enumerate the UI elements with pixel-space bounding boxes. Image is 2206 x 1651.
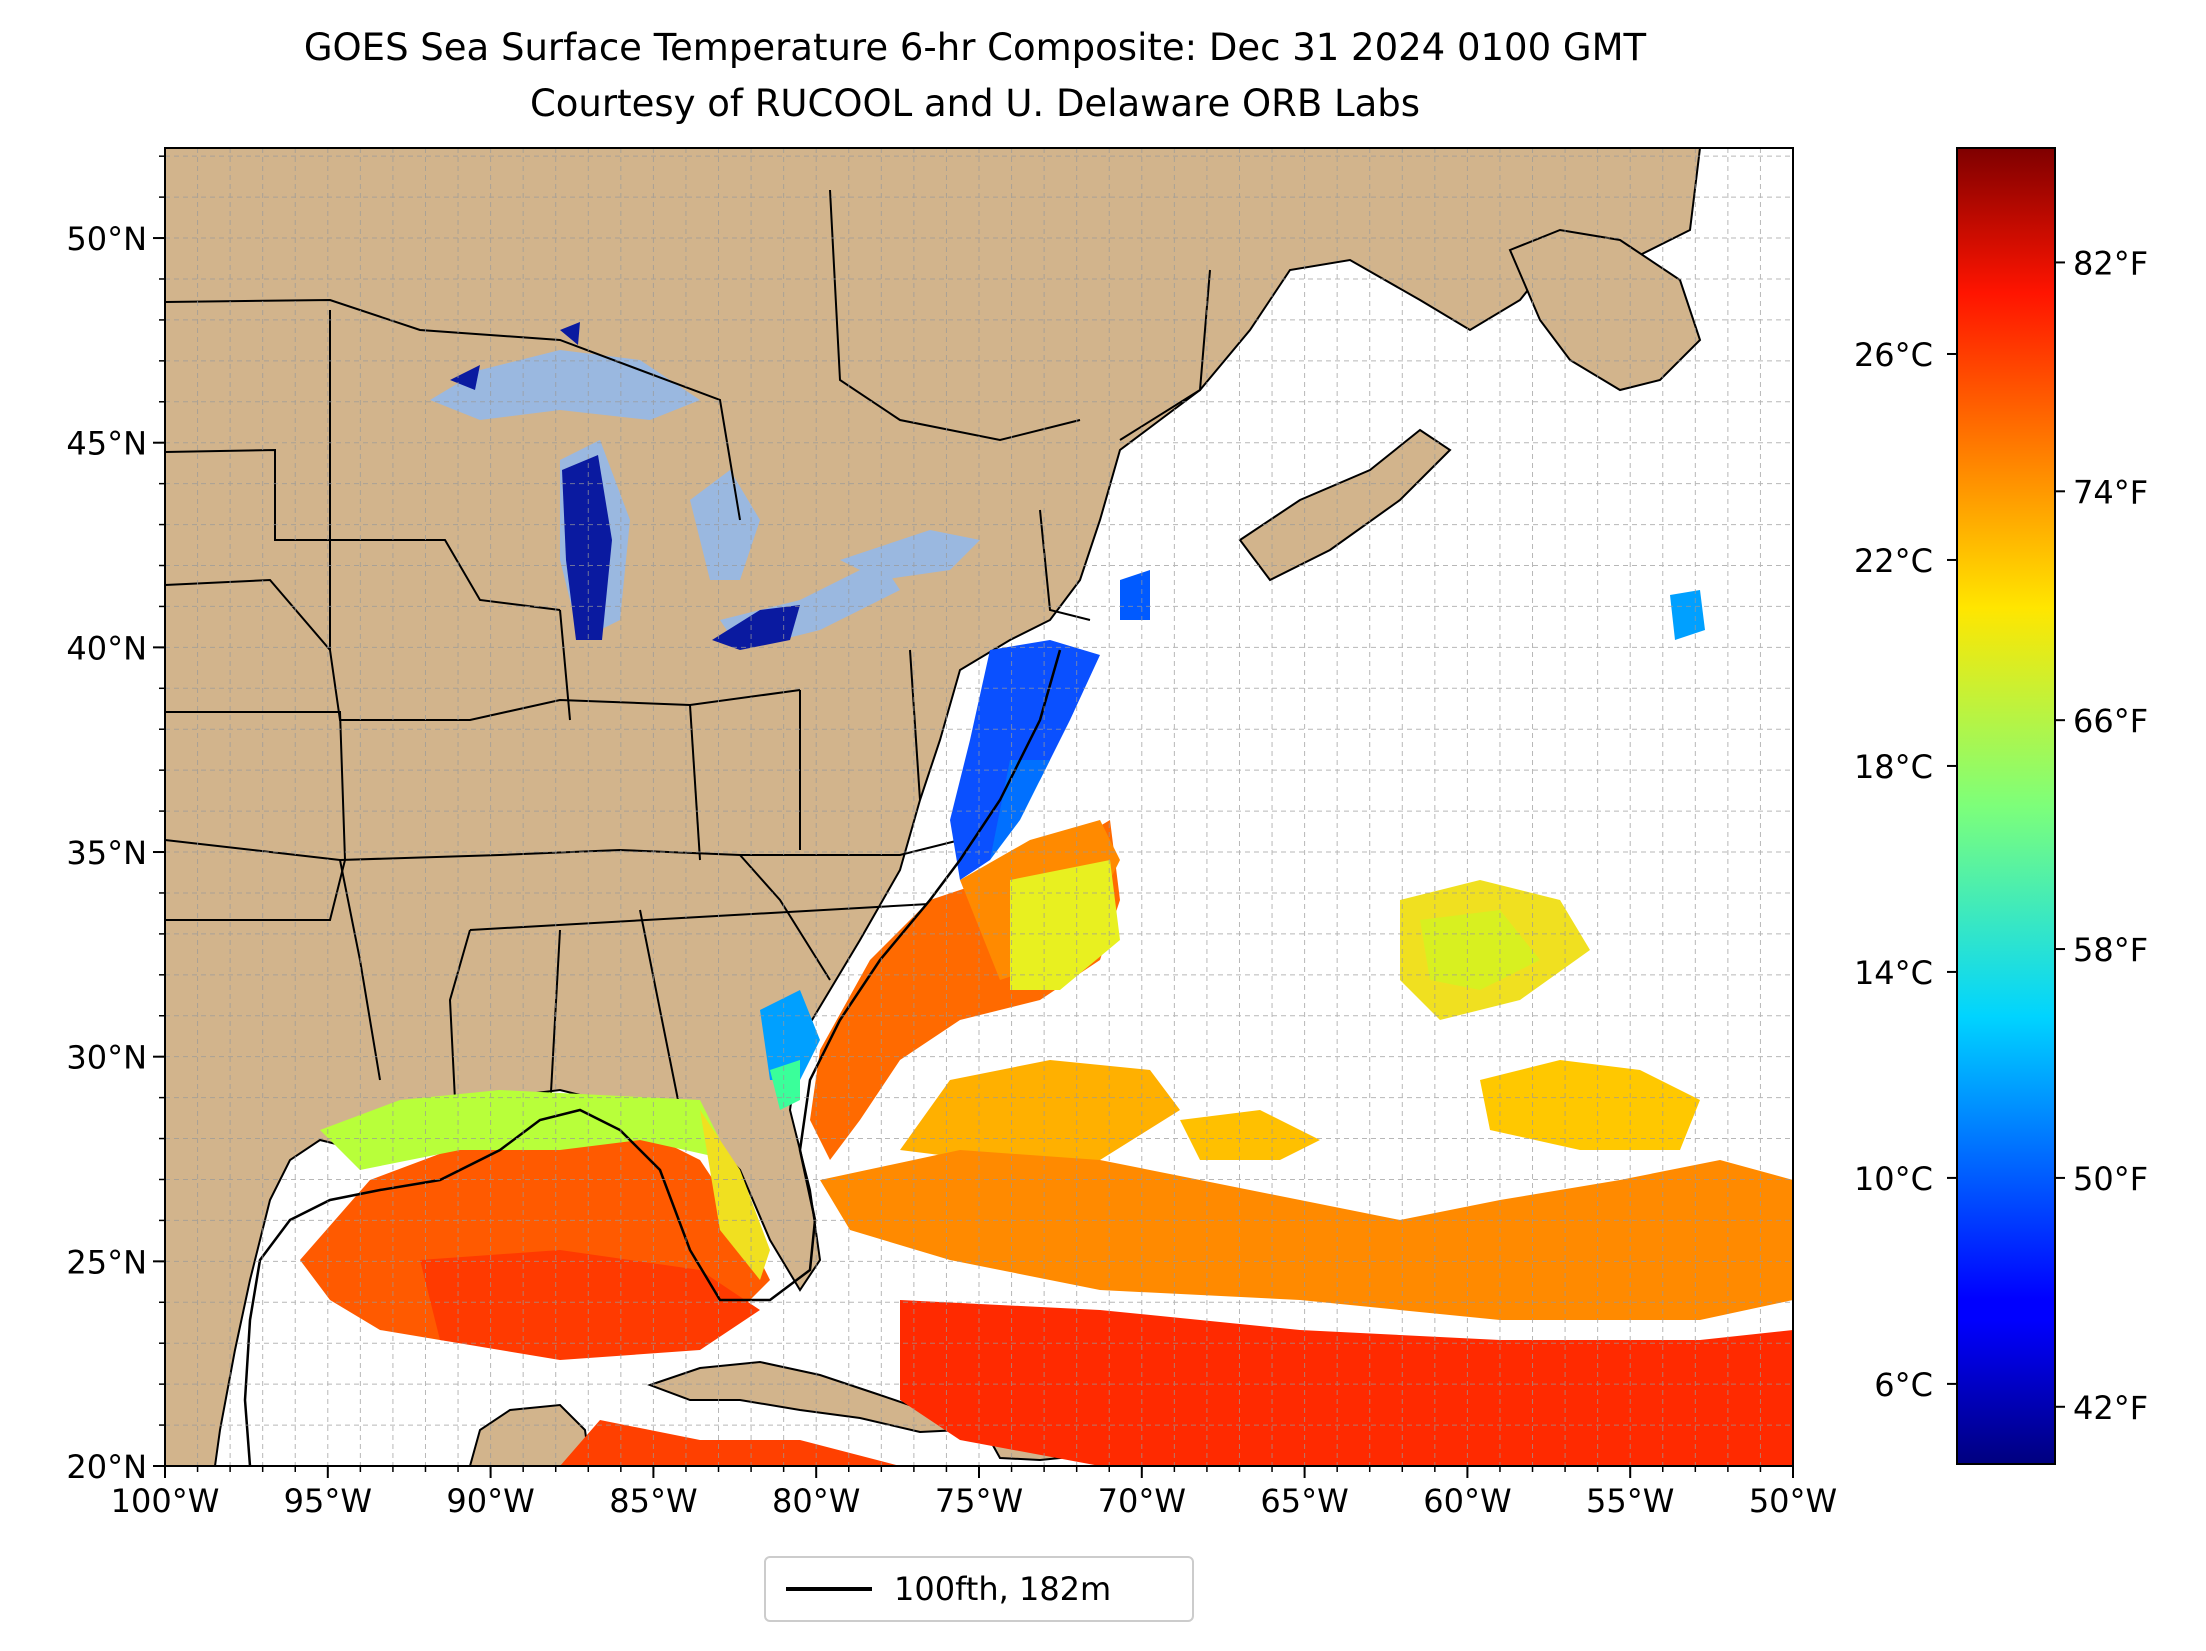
gridlines [165, 148, 1793, 1466]
colorbar-c-label: 14°C [1854, 954, 1933, 992]
lat-tick-label: 40°N [66, 629, 147, 667]
lon-tick-label: 90°W [446, 1482, 534, 1520]
lon-tick-label: 60°W [1423, 1482, 1511, 1520]
colorbar-f-label: 66°F [2073, 702, 2148, 740]
map-area [165, 148, 1793, 1466]
axis-ticks: 100°W 95°W 90°W 85°W 80°W 75°W 70°W 65°W 60°W 55°… [66, 155, 1837, 1520]
lon-tick-label: 55°W [1586, 1482, 1674, 1520]
cold-lakes [450, 322, 800, 650]
lon-tick-label: 100°W [111, 1482, 220, 1520]
colorbar-c-label: 26°C [1854, 336, 1933, 374]
yucatan-land [468, 1403, 592, 1466]
legend-line [786, 1587, 872, 1591]
lat-tick-label: 45°N [66, 425, 147, 463]
lat-tick-label: 50°N [66, 220, 147, 258]
lon-tick-label: 95°W [284, 1482, 372, 1520]
colorbar-c-label: 18°C [1854, 748, 1933, 786]
colorbar [1956, 147, 2056, 1465]
colorbar-c-label: 22°C [1854, 542, 1933, 580]
lat-tick-label: 30°N [66, 1039, 147, 1077]
lon-tick-label: 75°W [935, 1482, 1023, 1520]
legend: 100fth, 182m [764, 1556, 1194, 1622]
lat-tick-label: 20°N [66, 1448, 147, 1486]
colorbar-c-label: 10°C [1854, 1160, 1933, 1198]
colorbar-c-label: 6°C [1874, 1366, 1933, 1404]
lon-tick-label: 65°W [1260, 1482, 1348, 1520]
newfoundland-land [1508, 228, 1702, 392]
lat-tick-label: 35°N [66, 834, 147, 872]
nova-scotia-land [1238, 428, 1452, 582]
colorbar-f-label: 74°F [2073, 473, 2148, 511]
colorbar-f-label: 82°F [2073, 244, 2148, 282]
political-borders [165, 189, 1211, 1111]
legend-label: 100fth, 182m [894, 1570, 1112, 1608]
map-subtitle: Courtesy of RUCOOL and U. Delaware ORB L… [529, 82, 1421, 125]
lon-tick-label: 70°W [1098, 1482, 1186, 1520]
lat-tick-label: 25°N [66, 1243, 147, 1281]
colorbar-f-label: 42°F [2073, 1389, 2148, 1427]
isobath-100fth [243, 649, 1062, 1466]
colorbar-f-label: 58°F [2073, 931, 2148, 969]
colorbar-f-label: 50°F [2073, 1160, 2148, 1198]
lon-tick-label: 50°W [1749, 1482, 1837, 1520]
lon-tick-label: 80°W [772, 1482, 860, 1520]
lon-tick-label: 85°W [609, 1482, 697, 1520]
map-title: GOES Sea Surface Temperature 6-hr Compos… [303, 26, 1647, 69]
colorbar-ticks: 42°F 50°F 58°F 66°F 74°F 82°F 6°C 10°C 14°C 18°C 2… [1854, 244, 2148, 1426]
